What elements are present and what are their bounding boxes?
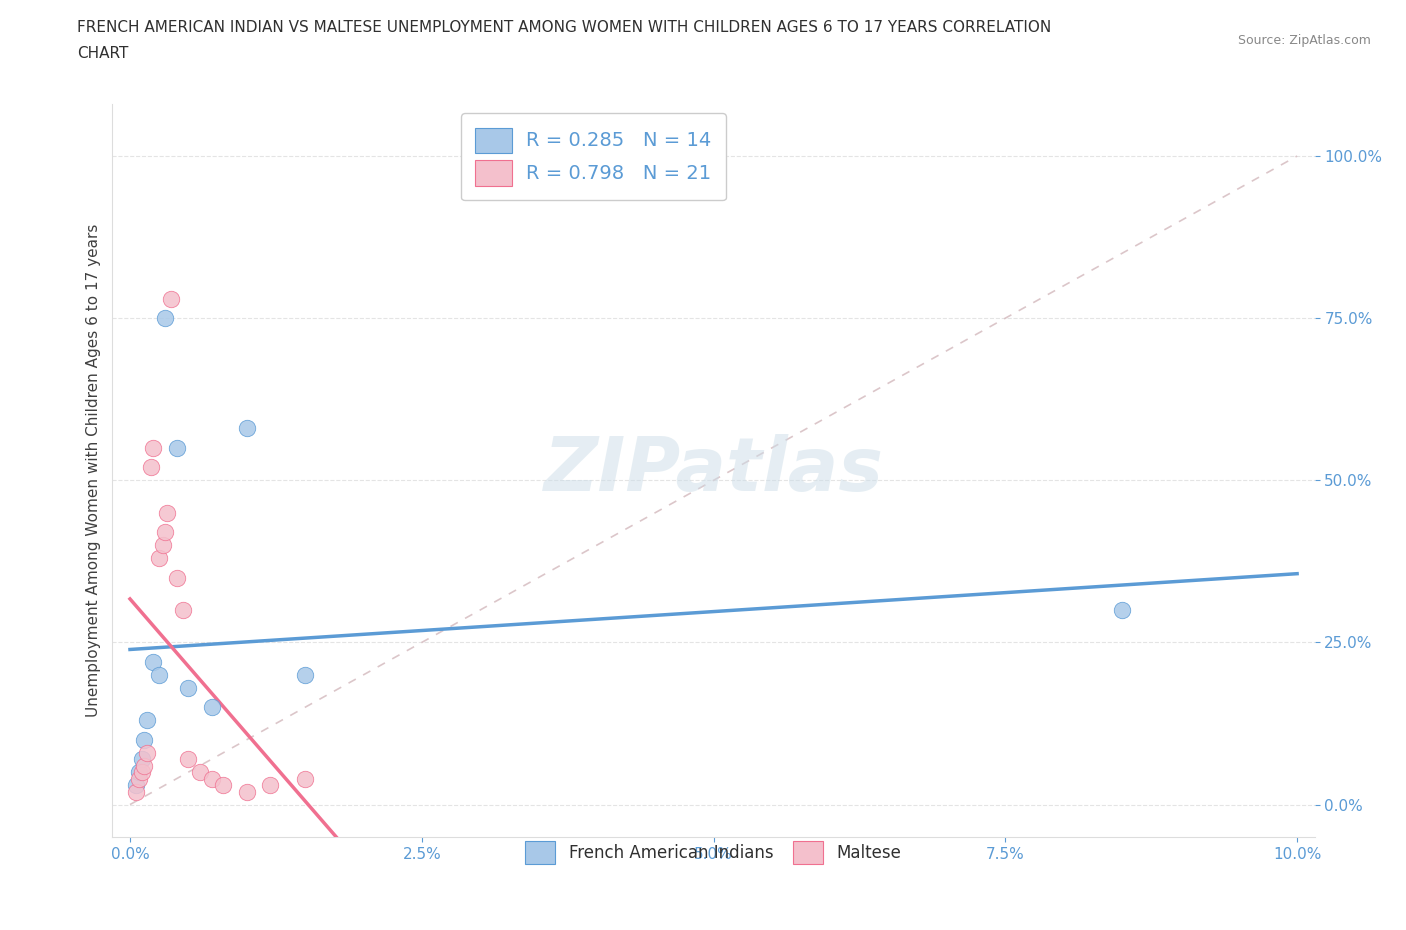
Point bbox=[201, 700, 224, 715]
Point bbox=[128, 771, 150, 786]
Point bbox=[128, 764, 150, 779]
Point bbox=[131, 751, 153, 766]
Point bbox=[125, 777, 148, 792]
Text: Source: ZipAtlas.com: Source: ZipAtlas.com bbox=[1237, 34, 1371, 47]
Legend: French American Indians, Maltese: French American Indians, Maltese bbox=[517, 832, 910, 872]
Point bbox=[139, 460, 162, 475]
Point bbox=[153, 525, 176, 539]
Point bbox=[125, 784, 148, 799]
Point bbox=[166, 441, 188, 456]
Point bbox=[201, 771, 224, 786]
Point bbox=[166, 570, 188, 585]
Point bbox=[235, 784, 257, 799]
Point bbox=[259, 777, 281, 792]
Point bbox=[142, 441, 165, 456]
Point bbox=[142, 655, 165, 670]
Point bbox=[188, 764, 211, 779]
Point bbox=[212, 777, 235, 792]
Text: ZIPatlas: ZIPatlas bbox=[544, 434, 883, 507]
Point bbox=[152, 538, 174, 552]
Point bbox=[132, 732, 155, 747]
Point bbox=[1111, 603, 1133, 618]
Point bbox=[156, 505, 179, 520]
Point bbox=[235, 421, 257, 436]
Point bbox=[177, 681, 200, 696]
Text: FRENCH AMERICAN INDIAN VS MALTESE UNEMPLOYMENT AMONG WOMEN WITH CHILDREN AGES 6 : FRENCH AMERICAN INDIAN VS MALTESE UNEMPL… bbox=[77, 20, 1052, 35]
Point bbox=[132, 758, 155, 773]
Point bbox=[136, 712, 159, 727]
Point bbox=[294, 771, 316, 786]
Text: CHART: CHART bbox=[77, 46, 129, 61]
Point bbox=[177, 751, 200, 766]
Point bbox=[136, 745, 159, 760]
Point bbox=[148, 551, 170, 565]
Point bbox=[294, 668, 316, 683]
Point bbox=[172, 603, 194, 618]
Point bbox=[131, 764, 153, 779]
Point bbox=[160, 291, 183, 306]
Point bbox=[148, 668, 170, 683]
Y-axis label: Unemployment Among Women with Children Ages 6 to 17 years: Unemployment Among Women with Children A… bbox=[86, 224, 101, 717]
Point bbox=[153, 311, 176, 325]
